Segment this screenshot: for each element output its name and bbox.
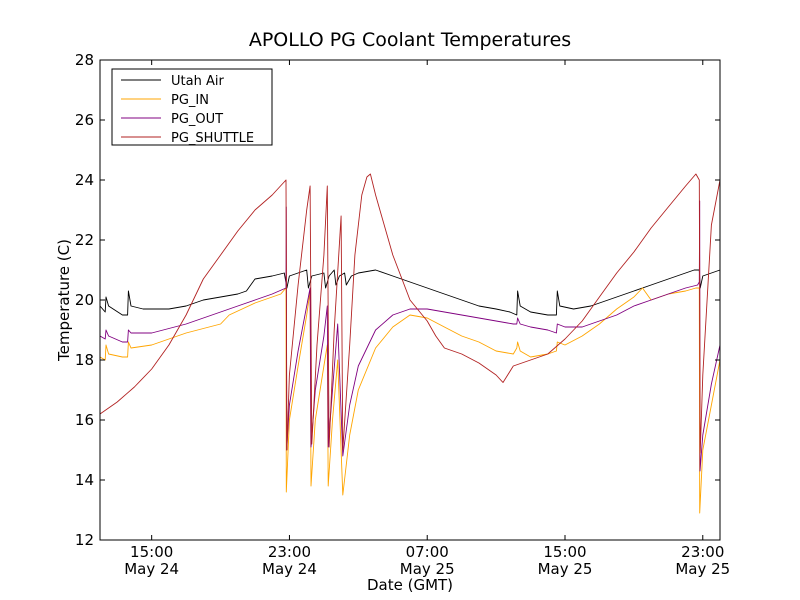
series-line-utah-air: [99, 269, 721, 316]
legend-label-utah-air: Utah Air: [171, 74, 224, 89]
y-tick-label: 14: [75, 471, 94, 489]
x-tick-time-label: 15:00: [130, 543, 173, 561]
x-tick-date-label: May 25: [400, 560, 455, 578]
legend-label-pg-shuttle: PG_SHUTTLE: [171, 131, 254, 146]
y-tick-label: 26: [75, 111, 94, 129]
series-line-pg-shuttle: [99, 173, 721, 454]
y-tick-label: 20: [75, 291, 94, 309]
y-tick-label: 18: [75, 351, 94, 369]
y-tick-label: 28: [75, 51, 94, 69]
x-tick-date-label: May 25: [675, 560, 730, 578]
series-line-pg-out: [99, 200, 721, 472]
x-tick-time-label: 23:00: [681, 543, 724, 561]
x-tick-date-label: May 25: [538, 560, 593, 578]
x-axis-label: Date (GMT): [367, 576, 453, 594]
y-tick-label: 22: [75, 231, 94, 249]
x-tick-time-label: 23:00: [268, 543, 311, 561]
chart-title: APOLLO PG Coolant Temperatures: [249, 29, 571, 51]
x-tick-time-label: 07:00: [406, 543, 449, 561]
y-tick-label: 24: [75, 171, 94, 189]
y-axis-label: Temperature (C): [55, 239, 73, 362]
series-layer: [99, 173, 721, 514]
legend-label-pg-out: PG_OUT: [171, 112, 223, 127]
series-line-pg-in: [99, 287, 721, 514]
x-tick-date-label: May 24: [262, 560, 317, 578]
y-tick-label: 12: [75, 531, 94, 549]
legend-box: [111, 68, 273, 146]
legend: Utah Air PG_IN PG_OUT PG_SHUTTLE: [111, 68, 273, 146]
x-tick-date-label: May 24: [124, 560, 179, 578]
x-tick-time-label: 15:00: [543, 543, 586, 561]
legend-label-pg-in: PG_IN: [171, 93, 209, 108]
y-tick-label: 16: [75, 411, 94, 429]
